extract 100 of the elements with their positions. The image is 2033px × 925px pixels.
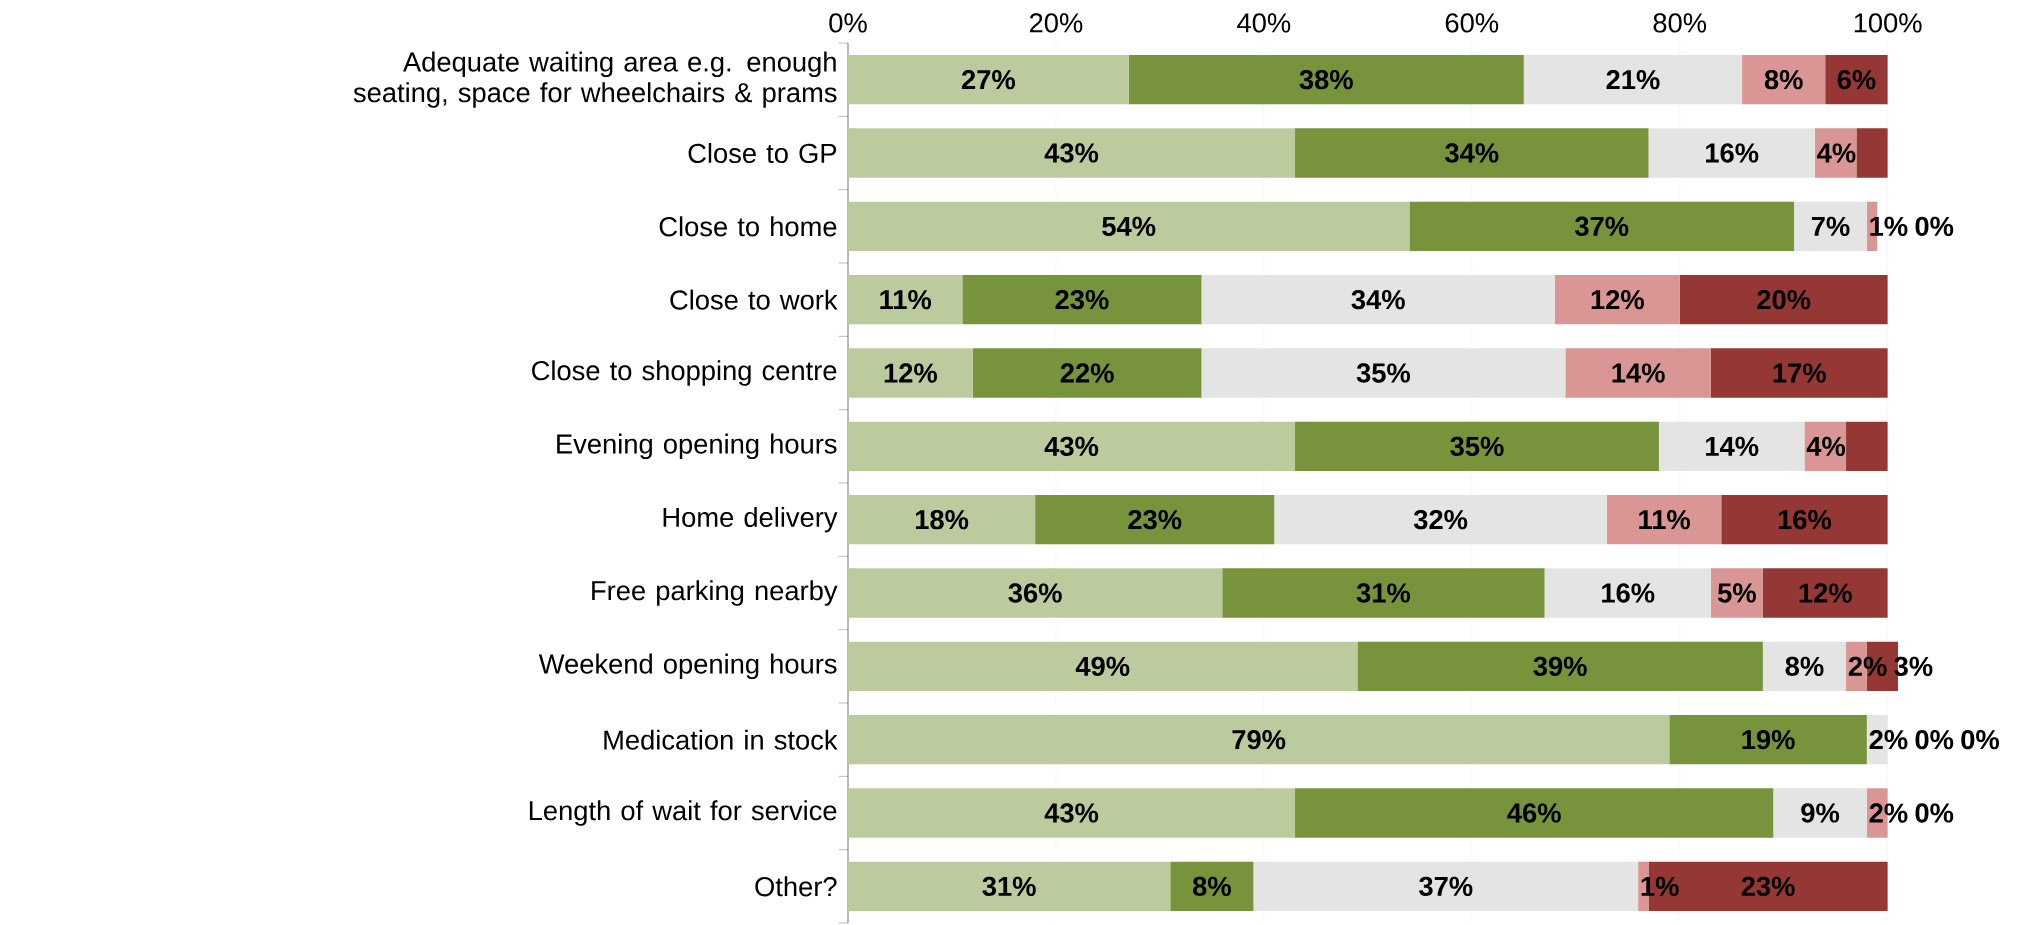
bar: [1222, 568, 1545, 618]
bar: [1679, 275, 1888, 325]
bar: [1035, 495, 1275, 545]
bar: [1409, 201, 1795, 251]
data-label: 8%: [1764, 69, 1803, 90]
bar: [848, 201, 1410, 251]
bar: [848, 861, 1171, 912]
y-tick-label: Other?: [755, 876, 837, 897]
bar: [1295, 788, 1774, 838]
bar: [848, 495, 1036, 545]
data-label: 0%: [1961, 729, 1999, 750]
x-tick-label: 100%: [1854, 13, 1922, 33]
bar: [1658, 421, 1805, 472]
data-label: 79%: [1232, 729, 1286, 750]
data-label: 0%: [1915, 729, 1954, 750]
y-tick-label: Close to shopping centre: [532, 360, 837, 386]
data-label: 19%: [1742, 729, 1795, 750]
data-label: 0%: [1915, 216, 1954, 237]
bar: [1856, 128, 1888, 178]
x-tick-label: 20%: [1029, 13, 1083, 33]
data-label: 37%: [1419, 876, 1473, 897]
bar: [1710, 348, 1888, 398]
data-label: 43%: [1044, 803, 1099, 823]
data-label: 31%: [982, 876, 1036, 897]
y-tick-label: Adequate waiting area e.g. enough seating, space for wheelchairs & prams: [353, 51, 837, 108]
y-tick-label: Evening opening hours: [557, 433, 837, 460]
bar: [1669, 715, 1867, 765]
data-label: 12%: [1799, 583, 1852, 603]
y-tick-label: Close to work: [670, 289, 838, 310]
data-label: 54%: [1102, 216, 1156, 236]
data-label: 35%: [1356, 363, 1411, 383]
bar: [848, 568, 1223, 618]
bar: [1742, 55, 1826, 105]
bar: [1565, 348, 1711, 398]
bar: [848, 275, 963, 325]
bar: [1295, 128, 1649, 178]
data-label: 20%: [1757, 289, 1811, 310]
data-label: 2%: [1869, 803, 1908, 823]
data-label: 8%: [1785, 656, 1824, 677]
data-label: 4%: [1806, 436, 1846, 456]
data-label: 12%: [884, 363, 938, 383]
bar: [1773, 788, 1867, 838]
data-label: 39%: [1533, 656, 1587, 677]
bar: [1846, 421, 1888, 472]
bar: [1357, 641, 1763, 692]
data-label: 6%: [1837, 69, 1876, 90]
data-label: 16%: [1706, 143, 1759, 163]
x-tick-label: 60%: [1445, 13, 1499, 33]
data-label: 11%: [1639, 510, 1690, 530]
data-label: 23%: [1055, 289, 1109, 310]
bar: [848, 788, 1296, 838]
y-tick-label: Weekend opening hours: [538, 653, 837, 680]
bar: [962, 275, 1202, 325]
data-label: 14%: [1612, 363, 1665, 383]
y-tick-label: Length of wait for service: [529, 800, 837, 826]
y-tick-label: Medication in stock: [604, 729, 838, 750]
bar: [1544, 568, 1711, 618]
bar: [848, 715, 1670, 765]
data-label: 0%: [1915, 803, 1954, 823]
data-label: 1%: [1870, 216, 1908, 236]
data-label: 23%: [1741, 876, 1795, 897]
bar: [1201, 348, 1566, 398]
bar: [1721, 495, 1888, 545]
bar: [1128, 55, 1524, 105]
data-label: 36%: [1008, 583, 1062, 603]
data-label: 27%: [961, 70, 1015, 90]
data-label: 7%: [1811, 216, 1850, 236]
data-label: 12%: [1591, 290, 1644, 310]
bar: [1762, 568, 1888, 618]
bar: [848, 55, 1129, 105]
data-label: 34%: [1445, 143, 1499, 163]
data-label: 4%: [1817, 143, 1856, 163]
y-tick-label: Home delivery: [663, 506, 838, 533]
data-label: 23%: [1128, 509, 1182, 530]
data-label: 14%: [1706, 436, 1759, 456]
bar: [848, 128, 1296, 178]
bar: [1295, 421, 1659, 472]
data-label: 32%: [1413, 509, 1468, 530]
bar: [1170, 861, 1254, 912]
data-label: 35%: [1450, 436, 1504, 457]
data-label: 17%: [1773, 363, 1826, 383]
bar: [1794, 201, 1867, 251]
bar: [1201, 275, 1555, 325]
bar: [1606, 495, 1722, 545]
y-tick-label: Free parking nearby: [592, 580, 838, 606]
data-label: 21%: [1606, 70, 1660, 90]
data-label: 34%: [1351, 289, 1405, 310]
data-label: 18%: [915, 509, 969, 530]
data-label: 49%: [1075, 656, 1130, 677]
data-label: 8%: [1192, 876, 1231, 897]
bar: [972, 348, 1202, 398]
y-tick-label: Close to home: [659, 216, 837, 237]
data-label: 16%: [1778, 509, 1832, 530]
data-label: 11%: [880, 290, 932, 310]
x-tick-label: 0%: [829, 13, 867, 33]
data-label: 22%: [1060, 363, 1114, 383]
bar: [1648, 128, 1815, 178]
bar: [1762, 641, 1847, 692]
bar: [848, 348, 973, 398]
data-label: 43%: [1044, 143, 1099, 163]
